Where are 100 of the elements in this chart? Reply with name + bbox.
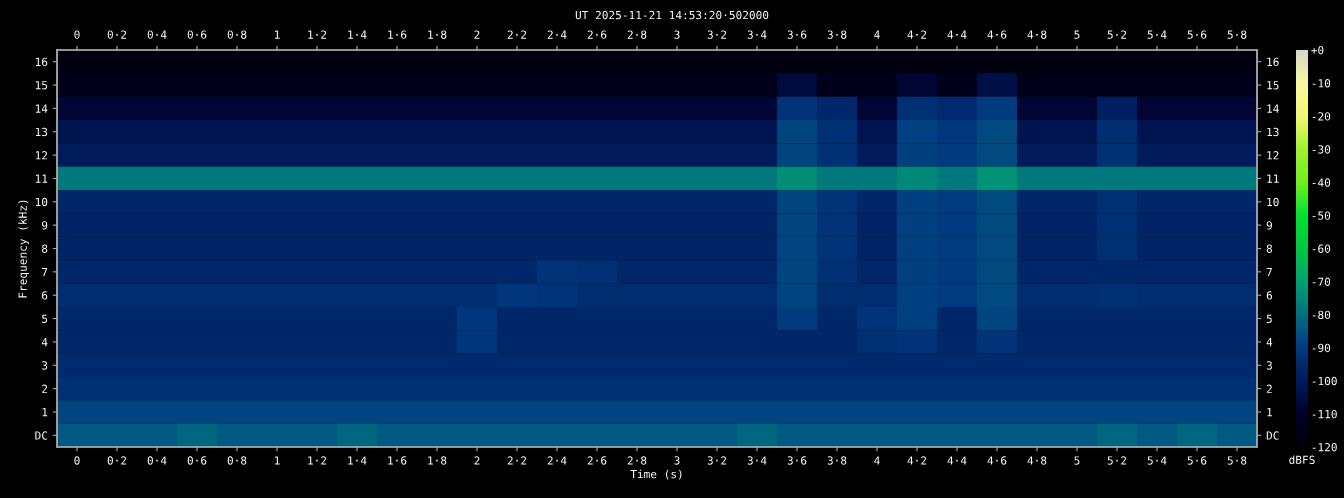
y2-tick-label: 16 bbox=[1267, 57, 1279, 67]
category-label: 3·8 bbox=[827, 30, 847, 39]
y-tick-label: DC bbox=[35, 431, 48, 440]
x-tick-label: 0·2 bbox=[107, 456, 127, 465]
y-tick-label: 2 bbox=[42, 384, 48, 393]
y2-tick-label: 12 bbox=[1267, 151, 1279, 160]
category-label: 0·4 bbox=[147, 30, 167, 39]
y-tick-label: 14 bbox=[35, 104, 48, 113]
x-tick-label: 1·6 bbox=[388, 456, 407, 465]
category-label: 2 bbox=[474, 30, 480, 39]
x-tick-label: 0·6 bbox=[187, 456, 207, 465]
y-tick-label: 6 bbox=[42, 291, 48, 300]
x-tick-label: 4 bbox=[874, 456, 880, 465]
y2-tick-label: 5 bbox=[1266, 314, 1272, 323]
category-label: 2·6 bbox=[587, 30, 607, 39]
category-label: 3·4 bbox=[747, 30, 767, 39]
color-bar-label: -70 bbox=[1312, 277, 1331, 286]
y-tick-label: 16 bbox=[35, 57, 48, 67]
color-bar-label: -20 bbox=[1312, 112, 1331, 121]
category-label: 0 bbox=[74, 30, 80, 39]
color-bar-label: -90 bbox=[1312, 343, 1331, 353]
x-tick-label: 5·2 bbox=[1107, 456, 1127, 465]
x-axis-title: Time (s) bbox=[630, 469, 682, 480]
y-tick-label: 3 bbox=[42, 361, 48, 370]
category-label: 5·4 bbox=[1147, 30, 1167, 39]
chart-title: UT 2025-11-21 14:53:20·502000 bbox=[575, 10, 769, 20]
color-bar-label: -30 bbox=[1312, 145, 1331, 154]
x-tick-label: 0 bbox=[74, 456, 80, 465]
x-tick-label: 0·8 bbox=[227, 456, 247, 465]
category-label: 4·8 bbox=[1027, 30, 1047, 39]
y2-tick-label: DC bbox=[1266, 431, 1279, 440]
color-bar-label: -80 bbox=[1312, 310, 1331, 320]
category-label: 1·6 bbox=[388, 30, 407, 39]
category-label: 4·2 bbox=[907, 30, 927, 39]
x-tick-label: 3·6 bbox=[787, 456, 807, 465]
category-label: 0·6 bbox=[187, 30, 207, 39]
category-label: 4·4 bbox=[947, 30, 967, 39]
x-tick-label: 3·8 bbox=[827, 456, 847, 465]
category-label: 3 bbox=[674, 30, 680, 39]
x-tick-label: 5·8 bbox=[1227, 456, 1247, 465]
x-tick-label: 1·2 bbox=[308, 456, 327, 465]
color-bar-label: -40 bbox=[1312, 178, 1331, 187]
x-tick-label: 3·2 bbox=[707, 456, 727, 465]
y-tick-label: 1 bbox=[42, 408, 48, 417]
color-bar-label: +0 bbox=[1311, 46, 1324, 55]
color-bar-label: -50 bbox=[1312, 211, 1331, 220]
category-label: 5 bbox=[1074, 30, 1080, 39]
x-tick-label: 5·6 bbox=[1187, 456, 1207, 465]
color-bar-label: -110 bbox=[1312, 409, 1337, 419]
category-label: 3·6 bbox=[787, 30, 807, 39]
y2-tick-label: 14 bbox=[1267, 104, 1279, 113]
category-label: 4 bbox=[874, 30, 880, 39]
category-label: 0·8 bbox=[227, 30, 247, 39]
y2-tick-label: 15 bbox=[1267, 81, 1279, 90]
x-tick-label: 1·4 bbox=[348, 456, 367, 465]
category-label: 5·6 bbox=[1187, 30, 1207, 39]
y2-tick-label: 3 bbox=[1266, 361, 1272, 370]
y2-tick-label: 7 bbox=[1266, 268, 1272, 277]
category-label: 1·8 bbox=[428, 30, 447, 39]
x-tick-label: 4·4 bbox=[947, 456, 967, 465]
y-tick-label: 4 bbox=[41, 338, 48, 347]
y2-tick-label: 10 bbox=[1267, 197, 1279, 207]
x-tick-label: 5 bbox=[1074, 456, 1080, 465]
y-tick-label: 9 bbox=[41, 221, 48, 230]
x-tick-label: 5·4 bbox=[1147, 456, 1167, 465]
x-tick-label: 3·4 bbox=[747, 456, 767, 465]
color-bar-label: -10 bbox=[1312, 79, 1331, 88]
y2-tick-label: 2 bbox=[1266, 384, 1272, 393]
category-label: 2·8 bbox=[627, 30, 647, 39]
color-bar-label: -120 bbox=[1312, 443, 1337, 452]
category-label: 4·6 bbox=[987, 30, 1007, 39]
y-tick-label: 15 bbox=[35, 81, 48, 90]
category-label: 0·2 bbox=[107, 30, 127, 39]
category-label: 2·4 bbox=[547, 30, 567, 39]
y2-tick-label: 1 bbox=[1267, 408, 1272, 417]
color-bar-title: dBFS bbox=[1289, 455, 1315, 464]
category-label: 5·8 bbox=[1227, 30, 1247, 39]
y2-tick-label: 8 bbox=[1266, 244, 1273, 253]
category-label: 1 bbox=[274, 30, 280, 39]
x-tick-label: 1·8 bbox=[428, 456, 447, 465]
y2-tick-label: 9 bbox=[1266, 221, 1272, 230]
x-tick-label: 2 bbox=[474, 456, 480, 465]
x-tick-label: 4·2 bbox=[907, 456, 927, 465]
category-label: 3·2 bbox=[707, 30, 727, 39]
y2-tick-label: 6 bbox=[1266, 291, 1272, 300]
x-tick-label: 2·6 bbox=[587, 456, 607, 465]
color-bar-label: -100 bbox=[1312, 376, 1337, 386]
y-tick-label: 12 bbox=[35, 151, 48, 160]
category-label: 2·2 bbox=[507, 30, 527, 39]
y-tick-label: 10 bbox=[35, 197, 48, 207]
x-tick-label: 1 bbox=[274, 456, 280, 465]
y-tick-label: 5 bbox=[42, 314, 48, 323]
x-tick-label: 0·4 bbox=[147, 456, 167, 465]
y-axis-title: Frequency (kHz) bbox=[18, 200, 30, 298]
category-label: 1·2 bbox=[308, 30, 327, 39]
y2-tick-label: 13 bbox=[1267, 127, 1279, 137]
y2-tick-label: 4 bbox=[1266, 338, 1273, 347]
y2-tick-label: 11 bbox=[1267, 174, 1279, 183]
y-tick-label: 13 bbox=[35, 127, 48, 137]
x-tick-label: 2·4 bbox=[547, 456, 567, 465]
